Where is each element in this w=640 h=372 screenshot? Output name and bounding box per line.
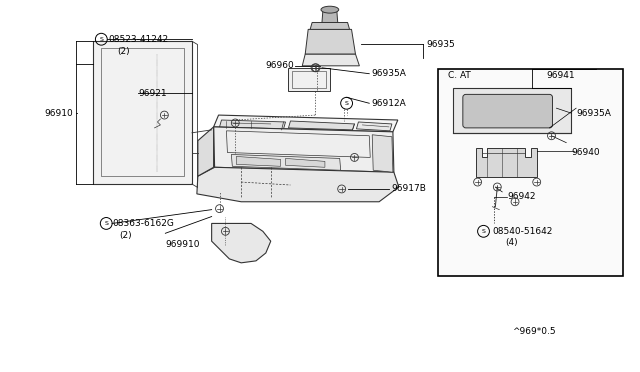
Text: 08540-51642: 08540-51642	[492, 227, 553, 236]
Text: 08363-6162G: 08363-6162G	[112, 219, 174, 228]
Polygon shape	[214, 115, 398, 132]
Text: (4): (4)	[505, 238, 518, 247]
Polygon shape	[305, 29, 355, 54]
Polygon shape	[310, 22, 349, 29]
Text: 96935A: 96935A	[371, 69, 406, 78]
Polygon shape	[322, 10, 338, 22]
Text: S: S	[345, 101, 349, 106]
Text: S: S	[104, 221, 108, 226]
Text: S: S	[99, 37, 103, 42]
Text: 96941: 96941	[547, 71, 575, 80]
Polygon shape	[285, 158, 325, 167]
Polygon shape	[302, 54, 360, 66]
Text: S: S	[481, 229, 486, 234]
Polygon shape	[236, 157, 280, 166]
Text: 96935A: 96935A	[576, 109, 611, 118]
Polygon shape	[289, 121, 355, 130]
Polygon shape	[372, 135, 393, 172]
Bar	[289, 68, 330, 92]
Text: 96940: 96940	[571, 148, 600, 157]
Polygon shape	[231, 154, 340, 170]
Text: 96921: 96921	[139, 89, 168, 98]
Text: 96910: 96910	[44, 109, 73, 118]
Text: 969910: 969910	[165, 240, 200, 248]
Bar	[101, 48, 184, 176]
Polygon shape	[356, 122, 392, 131]
Text: 96942: 96942	[507, 192, 536, 201]
Text: 08523-41242: 08523-41242	[108, 35, 168, 44]
Polygon shape	[212, 224, 271, 263]
Polygon shape	[476, 148, 537, 177]
Text: 96935: 96935	[426, 40, 455, 49]
Polygon shape	[220, 120, 285, 129]
FancyBboxPatch shape	[463, 94, 552, 128]
Bar	[292, 71, 326, 89]
Bar	[438, 69, 623, 276]
Text: (2): (2)	[119, 231, 132, 240]
Polygon shape	[198, 127, 214, 176]
Polygon shape	[214, 127, 394, 172]
Polygon shape	[197, 167, 399, 202]
Text: 96912A: 96912A	[371, 99, 406, 108]
Ellipse shape	[321, 6, 339, 13]
Polygon shape	[453, 89, 571, 133]
Bar	[93, 41, 192, 184]
Text: C. AT: C. AT	[448, 71, 471, 80]
Text: 96917B: 96917B	[391, 185, 426, 193]
Text: (2): (2)	[117, 46, 130, 55]
Text: 96960: 96960	[266, 61, 294, 70]
Text: ^969*0.5: ^969*0.5	[512, 327, 556, 336]
